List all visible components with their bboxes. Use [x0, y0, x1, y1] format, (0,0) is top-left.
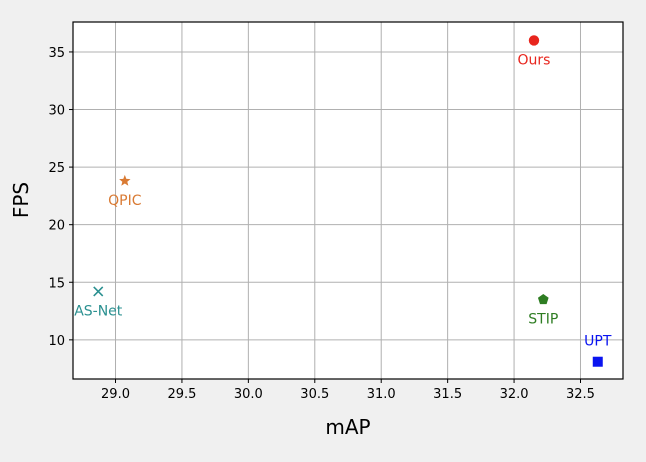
x-tick-label: 30.0: [234, 387, 263, 402]
data-point-stip: STIP: [528, 293, 558, 328]
data-points: Ours QPIC AS-Net STIP UPT: [74, 35, 612, 367]
axis-ticks: 29.0 29.5 30.0 30.5 31.0 31.5 32.0 32.5 10 15 20 25…: [48, 46, 595, 402]
data-point-upt: UPT: [584, 334, 612, 367]
x-tick-label: 32.5: [566, 387, 595, 402]
data-point-ours: Ours: [518, 35, 551, 68]
y-tick-label: 35: [48, 46, 65, 61]
upt-marker: [592, 356, 603, 367]
x-tick-label: 29.0: [101, 387, 130, 402]
y-tick-label: 25: [48, 161, 65, 176]
x-axis-title: mAP: [325, 415, 370, 439]
qpic-marker: [119, 174, 131, 186]
y-axis-title: FPS: [9, 182, 33, 218]
x-tick-label: 32.0: [500, 387, 529, 402]
y-tick-label: 30: [48, 104, 65, 119]
ours-label: Ours: [518, 52, 551, 68]
qpic-label: QPIC: [108, 193, 142, 209]
y-tick-label: 10: [48, 334, 65, 349]
y-tick-label: 15: [48, 276, 65, 291]
x-tick-label: 31.0: [367, 387, 396, 402]
y-tick-label: 20: [48, 219, 65, 234]
data-point-as-net: AS-Net: [74, 286, 123, 319]
x-tick-label: 29.5: [167, 387, 196, 402]
grid-lines: [73, 22, 623, 379]
x-tick-label: 31.5: [433, 387, 462, 402]
as-net-marker: [93, 286, 104, 297]
as-net-label: AS-Net: [74, 303, 123, 319]
data-point-qpic: QPIC: [108, 174, 142, 209]
stip-marker: [537, 293, 549, 305]
plot-frame: [72, 21, 624, 380]
ours-marker: [528, 35, 540, 46]
stip-label: STIP: [528, 312, 558, 328]
x-tick-label: 30.5: [300, 387, 329, 402]
plot-area: [73, 22, 623, 379]
upt-label: UPT: [584, 334, 612, 350]
